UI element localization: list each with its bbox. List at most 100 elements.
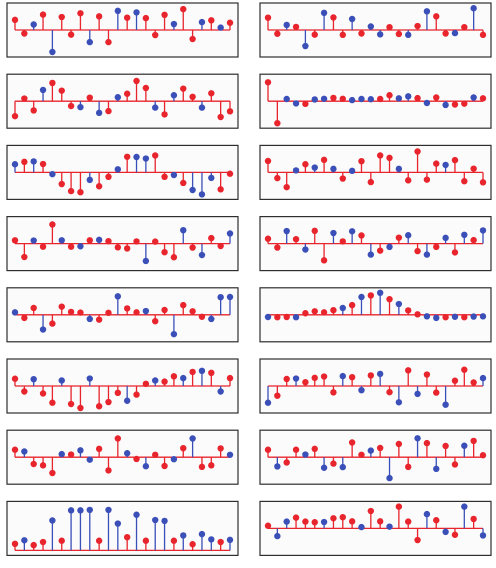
stem-marker-red	[67, 451, 75, 458]
stem-marker-red	[264, 14, 272, 21]
stem-marker-red	[133, 238, 140, 245]
stem-marker-red	[283, 459, 290, 466]
stem-marker-red	[302, 100, 309, 108]
stem-marker-blue	[330, 229, 337, 237]
stem-marker-red	[198, 463, 206, 471]
stem-marker-red	[330, 460, 337, 467]
stem-marker-blue	[442, 161, 449, 169]
panel-frame	[6, 500, 239, 556]
stem-marker-red	[292, 236, 300, 243]
stem-marker-red	[152, 451, 159, 458]
stem-marker-blue	[86, 315, 93, 323]
stem-marker-blue	[274, 463, 281, 470]
stem-panel-right-6	[259, 358, 492, 414]
stem-marker-red	[161, 306, 168, 314]
stem-marker-red	[67, 102, 75, 110]
stem-marker-red	[86, 237, 93, 244]
stem-marker-red	[67, 243, 75, 250]
stem-marker-red	[283, 375, 290, 383]
stem-marker-blue	[77, 103, 84, 111]
stem-marker-blue	[152, 516, 159, 524]
stem-marker-blue	[198, 191, 206, 198]
stem-marker-blue	[470, 313, 477, 320]
stem-marker-blue	[292, 375, 300, 382]
stem-marker-red	[311, 445, 318, 453]
stem-marker-red	[395, 503, 403, 510]
stem-marker-red	[226, 170, 234, 177]
stem-marker-blue	[405, 232, 412, 239]
stem-marker-blue	[198, 18, 206, 26]
stem-marker-blue	[405, 31, 412, 39]
stem-marker-red	[311, 519, 318, 526]
stem-marker-blue	[21, 448, 28, 455]
stem-marker-red	[142, 84, 150, 92]
stem-marker-blue	[49, 48, 56, 56]
stem-marker-red	[77, 10, 84, 17]
stem-marker-blue	[161, 517, 168, 525]
stem-marker-red	[161, 11, 168, 19]
stem-marker-red	[461, 366, 468, 373]
stem-marker-blue	[414, 435, 421, 442]
stem-marker-blue	[461, 442, 468, 449]
stem-panel-left-1	[6, 2, 239, 58]
stem-marker-red	[123, 305, 131, 312]
stem-marker-blue	[367, 96, 375, 103]
stem-marker-red	[67, 400, 75, 408]
stem-marker-red	[348, 518, 356, 525]
stem-marker-red	[30, 460, 37, 468]
stem-marker-red	[208, 90, 215, 97]
stem-marker-red	[133, 391, 140, 398]
stem-marker-blue	[339, 304, 346, 312]
stem-marker-red	[339, 175, 346, 182]
stem-marker-red	[217, 445, 224, 452]
stem-marker-red	[30, 107, 37, 114]
stem-marker-red	[95, 13, 103, 20]
stem-marker-red	[161, 378, 168, 385]
stem-marker-blue	[461, 231, 468, 238]
stem-marker-red	[433, 13, 440, 20]
stem-marker-red	[105, 467, 112, 474]
stem-marker-blue	[386, 243, 393, 251]
stem-marker-blue	[189, 186, 196, 194]
stem-marker-red	[208, 369, 215, 376]
stem-marker-blue	[376, 370, 384, 378]
stem-marker-red	[11, 16, 19, 24]
stem-marker-blue	[451, 313, 459, 320]
stem-marker-red	[30, 304, 37, 312]
stem-marker-red	[423, 439, 431, 447]
stem-marker-red	[180, 5, 187, 13]
stem-marker-red	[21, 388, 28, 395]
stem-marker-red	[405, 518, 412, 525]
stem-marker-blue	[320, 9, 328, 17]
stem-marker-red	[161, 173, 168, 180]
stem-marker-red	[330, 94, 337, 102]
stem-marker-red	[264, 79, 272, 86]
stem-marker-blue	[180, 226, 187, 234]
stem-marker-red	[376, 247, 384, 254]
stem-marker-red	[311, 308, 318, 315]
stem-marker-red	[414, 94, 421, 102]
stem-marker-blue	[451, 29, 459, 37]
stem-marker-blue	[180, 532, 187, 539]
stem-marker-red	[442, 314, 449, 321]
stem-marker-blue	[292, 100, 300, 107]
stem-marker-red	[386, 23, 393, 31]
stem-marker-red	[49, 399, 56, 406]
stem-marker-red	[433, 160, 440, 167]
stem-marker-blue	[395, 399, 403, 406]
stem-marker-blue	[423, 510, 431, 518]
stem-marker-red	[274, 174, 281, 182]
stem-marker-blue	[77, 447, 84, 454]
stem-marker-red	[58, 303, 65, 310]
stem-marker-red	[386, 295, 393, 303]
stem-marker-red	[58, 537, 65, 544]
stem-panel-right-1	[259, 2, 492, 58]
stem-marker-blue	[395, 300, 403, 308]
stem-marker-red	[470, 165, 477, 172]
stem-marker-red	[311, 227, 318, 235]
stem-marker-red	[311, 374, 318, 382]
stem-marker-blue	[58, 237, 65, 244]
stem-marker-red	[58, 13, 65, 21]
stem-marker-red	[414, 22, 421, 30]
stem-marker-red	[479, 31, 487, 39]
